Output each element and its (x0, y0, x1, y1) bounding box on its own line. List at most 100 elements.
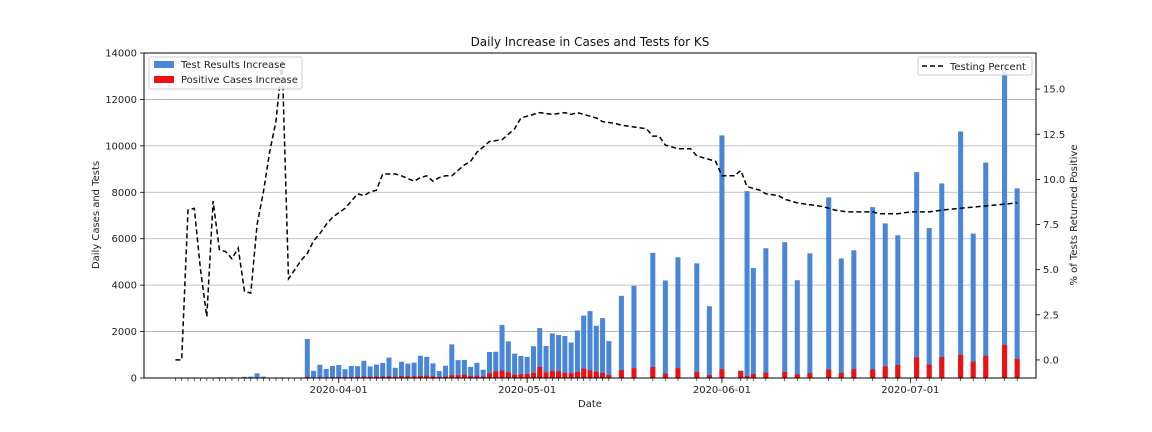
bar-positive (750, 374, 756, 378)
right-tick-label: 10.0 (1043, 175, 1065, 186)
bar-positive (958, 354, 964, 378)
bar-tests (706, 306, 712, 378)
bar-positive (744, 376, 750, 378)
bar-positive (1002, 345, 1008, 378)
bar-tests (600, 318, 606, 378)
bar-positive (587, 370, 593, 378)
bar-tests (304, 339, 310, 378)
grid-lines (144, 99, 1036, 332)
bar-tests (248, 376, 254, 378)
bar-positive (556, 371, 562, 378)
bar-tests (367, 366, 373, 378)
bar-positive (386, 376, 392, 378)
bar-positive (461, 374, 467, 378)
bar-positive (518, 374, 524, 378)
bar-tests (826, 197, 832, 378)
bar-positive (399, 376, 405, 378)
bar-positive (983, 355, 989, 378)
bar-tests (870, 207, 876, 378)
bar-positive (361, 376, 367, 378)
bar-positive (926, 364, 932, 378)
bar-positive (895, 365, 901, 378)
bar-positive (574, 371, 580, 378)
bar-tests (631, 285, 637, 378)
left-tick-label: 6000 (112, 234, 137, 245)
bar-positive (694, 372, 700, 378)
legend-left-box (148, 56, 303, 90)
legend-label-tests: Test Results Increase (180, 60, 285, 71)
left-tick-label: 0 (131, 374, 137, 385)
bar-tests (380, 362, 386, 378)
bar-positive (543, 372, 549, 378)
bar-tests (562, 335, 568, 378)
bar-tests (744, 191, 750, 378)
bar-tests (411, 362, 417, 378)
bar-tests (480, 369, 486, 378)
bar-positive (807, 373, 813, 378)
bar-tests (587, 311, 593, 378)
chart-title: Daily Increase in Cases and Tests for KS (471, 35, 710, 49)
bar-positive (443, 376, 449, 378)
bar-tests (499, 324, 505, 378)
bar-positive (499, 370, 505, 378)
bar-tests (719, 135, 725, 378)
bar-tests (436, 371, 442, 378)
bar-positive (581, 368, 587, 378)
bar-positive (449, 375, 455, 378)
bar-positive (373, 376, 379, 378)
bar-positive (618, 370, 624, 378)
x-tick-label: 2020-04-01 (310, 385, 368, 396)
bar-positive (411, 376, 417, 378)
bar-tests (399, 361, 405, 378)
bar-tests (424, 356, 430, 378)
bar-positive (794, 374, 800, 378)
bar-positive (970, 361, 976, 378)
x-axis: 2020-04-01 2020-05-01 2020-06-01 2020-07-01 (175, 378, 1018, 396)
bar-positive (474, 375, 480, 378)
bar-tests (556, 335, 562, 378)
left-axis-label: Daily Cases and Tests (91, 161, 102, 269)
bar-positive (380, 376, 386, 378)
bar-tests (662, 280, 668, 378)
bar-tests (1002, 68, 1008, 378)
left-tick-label: 14000 (105, 49, 137, 60)
bar-tests (241, 376, 248, 378)
legend-label-positive: Positive Cases Increase (181, 75, 298, 86)
bar-tests (493, 351, 499, 378)
right-tick-label: 2.5 (1043, 310, 1059, 321)
bar-positive (738, 370, 744, 378)
bar-tests (468, 366, 474, 378)
x-tick-label: 2020-06-01 (693, 385, 751, 396)
left-tick-label: 8000 (112, 188, 137, 199)
bar-tests (505, 341, 511, 378)
bar-positive (355, 376, 361, 378)
left-tick-label: 10000 (105, 141, 137, 152)
bar-tests (763, 248, 769, 378)
bar-positive (493, 371, 499, 378)
bar-tests (455, 360, 461, 378)
bars (216, 68, 1020, 379)
bar-positive (480, 376, 486, 378)
bar-tests (618, 295, 624, 378)
bar-positive (568, 373, 574, 378)
legend-label-percent: Testing Percent (949, 62, 1026, 73)
bar-positive (650, 367, 656, 378)
bar-tests (694, 263, 700, 378)
bar-tests (650, 252, 656, 378)
bar-positive (392, 376, 398, 378)
bar-positive (939, 357, 945, 378)
bar-tests (386, 357, 392, 378)
bar-tests (260, 376, 266, 378)
bar-tests (486, 352, 493, 378)
left-tick-label: 12000 (105, 95, 137, 106)
legend-right: Testing Percent (917, 56, 1033, 76)
bar-positive (870, 369, 876, 378)
bar-tests (593, 325, 599, 378)
bar-tests (405, 363, 411, 378)
bar-tests (524, 356, 530, 378)
bar-tests (417, 355, 423, 378)
bar-tests (361, 360, 367, 378)
bar-tests (323, 368, 329, 378)
legend-left: Test Results Increase Positive Cases Inc… (148, 56, 303, 90)
bar-tests (895, 235, 901, 378)
